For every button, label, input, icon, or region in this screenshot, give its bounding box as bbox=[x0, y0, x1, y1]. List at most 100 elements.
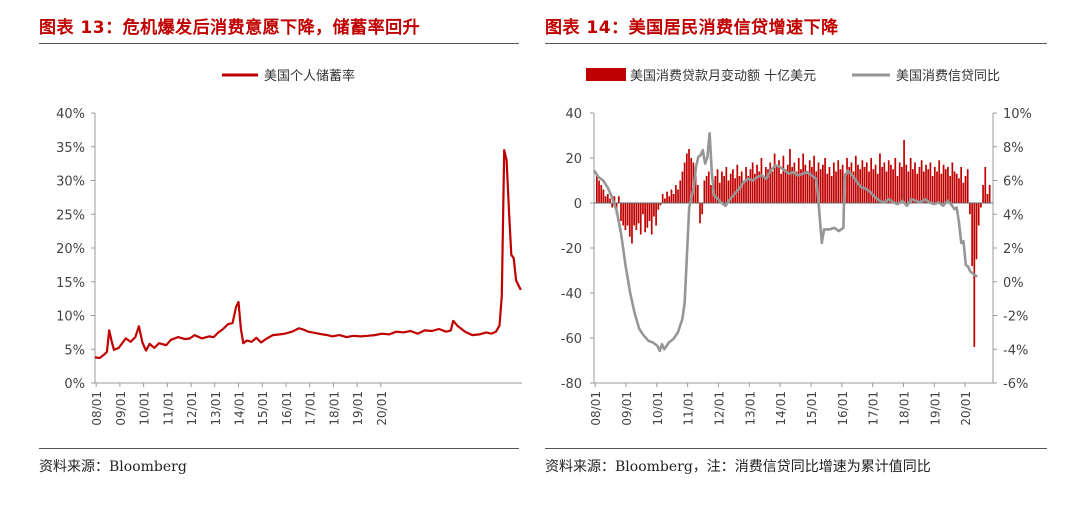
right-bar-credit-change bbox=[620, 203, 622, 221]
right-y2-tick-label: 2% bbox=[1003, 242, 1024, 257]
right-bar-credit-change bbox=[721, 171, 723, 203]
right-bar-credit-change bbox=[896, 176, 899, 203]
right-bar-credit-change bbox=[848, 167, 851, 203]
right-bar-credit-change bbox=[828, 167, 831, 203]
right-x-tick-label: 13/01 bbox=[743, 391, 757, 426]
right-bar-credit-change bbox=[947, 167, 949, 203]
right-bar-credit-change bbox=[626, 203, 629, 226]
right-bar-credit-change bbox=[872, 169, 875, 203]
right-bar-credit-change bbox=[705, 176, 708, 203]
right-y2-tick-label: 10% bbox=[1003, 107, 1032, 122]
right-bar-credit-change bbox=[977, 203, 980, 226]
right-bar-credit-change bbox=[642, 203, 644, 215]
right-bar-credit-change bbox=[817, 162, 820, 203]
right-bar-credit-change bbox=[784, 169, 787, 203]
left-y-tick-label: 5% bbox=[64, 343, 85, 358]
right-y-tick-label: -20 bbox=[561, 242, 582, 257]
right-bar-credit-change bbox=[767, 169, 769, 203]
right-x-tick-label: 19/01 bbox=[928, 391, 942, 426]
right-bar-credit-change bbox=[894, 158, 897, 203]
right-bar-credit-change bbox=[874, 164, 877, 203]
left-x-tick-label: 15/01 bbox=[256, 391, 270, 426]
right-bar-credit-change bbox=[668, 196, 671, 203]
left-y-tick-label: 25% bbox=[56, 208, 85, 223]
right-bar-credit-change bbox=[631, 203, 633, 244]
left-legend-label: 美国个人储蓄率 bbox=[264, 68, 355, 84]
right-series-line-credit-yoy bbox=[592, 132, 978, 353]
right-bar-credit-change bbox=[929, 162, 932, 203]
right-bar-credit-change bbox=[883, 162, 886, 203]
right-bar-credit-change bbox=[800, 169, 802, 203]
right-bar-credit-change bbox=[661, 194, 664, 203]
right-bar-credit-change bbox=[648, 203, 651, 221]
right-bar-credit-change bbox=[907, 171, 910, 203]
right-bar-credit-change bbox=[701, 203, 704, 215]
left-x-tick-label: 20/01 bbox=[375, 391, 389, 426]
right-x-tick-label: 14/01 bbox=[774, 391, 788, 426]
right-bar-credit-change bbox=[868, 171, 870, 203]
right-bar-credit-change bbox=[852, 171, 855, 203]
right-bar-credit-change bbox=[789, 149, 791, 203]
right-y-tick-label: 40 bbox=[565, 107, 582, 122]
right-bar-credit-change bbox=[666, 191, 668, 203]
right-bar-credit-change bbox=[716, 169, 719, 203]
right-legend-bar-label: 美国消费贷款月变动额 十亿美元 bbox=[630, 68, 816, 84]
right-bar-credit-change bbox=[898, 162, 901, 203]
right-bar-credit-change bbox=[679, 180, 682, 203]
right-bar-credit-change bbox=[606, 194, 609, 203]
right-bar-credit-change bbox=[850, 162, 853, 203]
right-bar-credit-change bbox=[938, 160, 941, 203]
right-bar-credit-change bbox=[773, 153, 776, 203]
right-bar-credit-change bbox=[672, 194, 675, 203]
right-bar-credit-change bbox=[778, 160, 780, 203]
right-bar-credit-change bbox=[833, 162, 835, 203]
right-bar-credit-change bbox=[811, 167, 813, 203]
left-x-tick-label: 11/01 bbox=[161, 391, 175, 426]
right-y2-tick-label: 4% bbox=[1003, 208, 1024, 223]
right-bar-credit-change bbox=[931, 176, 934, 203]
right-bar-credit-change bbox=[725, 167, 728, 203]
right-bar-credit-change bbox=[596, 176, 598, 203]
right-bar-credit-change bbox=[905, 164, 908, 203]
right-bar-credit-change bbox=[885, 171, 888, 203]
left-x-tick-label: 10/01 bbox=[138, 391, 152, 426]
right-x-tick-label: 16/01 bbox=[836, 391, 850, 426]
left-x-tick-label: 13/01 bbox=[209, 391, 223, 426]
right-bar-credit-change bbox=[780, 173, 783, 203]
right-bar-credit-change bbox=[861, 160, 864, 203]
right-bar-credit-change bbox=[916, 173, 919, 203]
right-bar-credit-change bbox=[901, 167, 903, 203]
left-y-tick-label: 30% bbox=[56, 175, 85, 190]
right-bar-credit-change bbox=[734, 178, 736, 203]
right-bar-credit-change bbox=[791, 167, 794, 203]
right-bar-credit-change bbox=[659, 203, 662, 206]
right-bar-credit-change bbox=[743, 180, 745, 203]
left-x-tick-label: 14/01 bbox=[233, 391, 247, 426]
left-x-tick-label: 17/01 bbox=[304, 391, 318, 426]
right-bar-credit-change bbox=[971, 203, 973, 266]
right-bar-credit-change bbox=[633, 203, 636, 226]
left-x-tick-label: 08/01 bbox=[90, 391, 104, 426]
right-bar-credit-change bbox=[775, 167, 778, 203]
right-bar-credit-change bbox=[707, 171, 710, 203]
right-y2-tick-label: 8% bbox=[1003, 141, 1024, 156]
right-bar-credit-change bbox=[714, 176, 717, 203]
right-bar-credit-change bbox=[727, 180, 730, 203]
right-bar-credit-change bbox=[835, 171, 837, 203]
right-bar-credit-change bbox=[808, 160, 811, 203]
right-bar-credit-change bbox=[664, 198, 666, 203]
right-bar-credit-change bbox=[909, 158, 912, 203]
right-legend-bar-swatch bbox=[586, 68, 626, 81]
left-source-note: 资料来源：Bloomberg bbox=[39, 459, 187, 475]
right-bar-credit-change bbox=[729, 173, 732, 203]
right-bar-credit-change bbox=[604, 196, 607, 203]
right-bar-credit-change bbox=[653, 203, 655, 217]
left-y-tick-label: 0% bbox=[64, 377, 85, 392]
left-bottom-rule bbox=[39, 448, 519, 449]
left-x-tick-label: 12/01 bbox=[185, 391, 199, 426]
right-bar-credit-change bbox=[681, 171, 684, 203]
right-bar-credit-change bbox=[804, 164, 807, 203]
left-series-line-savings-rate bbox=[94, 149, 522, 360]
right-bar-credit-change bbox=[944, 169, 947, 203]
